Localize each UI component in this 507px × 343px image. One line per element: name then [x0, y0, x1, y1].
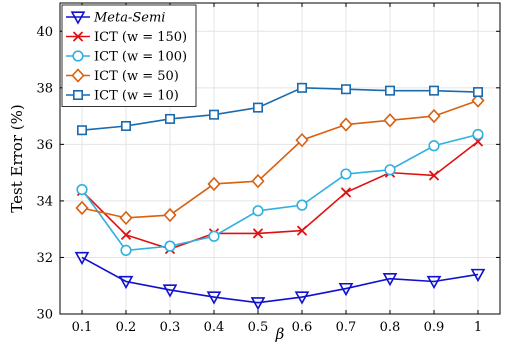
data-point	[209, 109, 220, 120]
data-point	[296, 82, 307, 93]
legend-label: Meta-Semi	[93, 11, 165, 26]
data-point	[77, 125, 88, 136]
data-point	[383, 113, 397, 128]
data-point	[252, 228, 264, 239]
data-point	[428, 85, 439, 96]
data-point	[470, 268, 486, 283]
y-tick-label: 32	[36, 251, 53, 266]
y-tick-label: 34	[36, 194, 53, 209]
legend-marker	[72, 31, 84, 42]
x-tick-label: 0.9	[424, 320, 445, 335]
data-point	[471, 93, 485, 108]
y-tick-label: 30	[36, 308, 53, 323]
series-meta-semi	[74, 251, 486, 311]
data-point	[296, 225, 308, 236]
series-line	[81, 256, 479, 304]
y-axis-label: Test Error (%)	[8, 104, 26, 212]
data-point	[340, 84, 351, 95]
data-point	[208, 230, 220, 242]
marker-stroke	[340, 187, 352, 198]
data-point	[428, 140, 440, 152]
data-point	[472, 128, 484, 141]
legend: Meta-Semi ICT (w = 150) ICT (w = 100) ICT (…	[61, 4, 197, 107]
legend-item: ICT (w = 150)	[66, 30, 187, 45]
data-point	[340, 187, 352, 198]
axis-ticks: 0.1 0.2 0.3 0.4 0.5 0.6 0.7 0.8 0.9 1 30 32 34 36 38 40	[36, 3, 500, 335]
data-point	[120, 244, 132, 256]
data-point	[252, 205, 264, 217]
data-point	[165, 113, 176, 124]
data-point	[163, 207, 177, 223]
legend-item: ICT (w = 100)	[66, 50, 187, 65]
x-tick-label: 0.7	[336, 320, 357, 335]
data-point	[253, 102, 264, 113]
legend-item: ICT (w = 10)	[66, 89, 179, 104]
legend-label: ICT (w = 50)	[94, 69, 179, 84]
data-point	[296, 199, 308, 211]
data-point	[382, 273, 398, 287]
data-point	[338, 282, 354, 297]
marker-stroke	[428, 170, 440, 181]
legend-item: ICT (w = 50)	[66, 68, 179, 84]
legend-item: Meta-Semi	[66, 11, 165, 26]
series-line	[81, 133, 479, 252]
series-ict-w-150	[76, 136, 484, 255]
data-point	[119, 210, 133, 226]
legend-label: ICT (w = 150)	[94, 30, 187, 45]
data-point	[121, 120, 132, 131]
x-tick-label: 0.8	[380, 320, 401, 335]
data-point	[75, 200, 89, 216]
x-axis-label: β	[275, 325, 285, 343]
data-point	[294, 291, 310, 305]
y-tick-label: 36	[36, 138, 53, 153]
legend-marker	[72, 50, 84, 62]
y-tick-label: 40	[36, 25, 53, 40]
data-point	[250, 297, 266, 311]
data-point	[426, 275, 442, 290]
legend-label: ICT (w = 100)	[94, 50, 187, 65]
marker-stroke	[120, 229, 132, 240]
series-line	[81, 87, 479, 132]
data-point	[339, 117, 353, 132]
data-point	[118, 275, 134, 290]
legend-marker	[71, 68, 85, 83]
series-layer	[74, 82, 486, 311]
x-tick-label: 0.2	[116, 320, 137, 335]
x-tick-label: 0.3	[160, 320, 181, 335]
x-tick-label: 0.4	[204, 320, 225, 335]
x-tick-label: 0.1	[72, 320, 93, 335]
data-point	[207, 176, 221, 192]
legend-label: ICT (w = 10)	[94, 89, 179, 104]
data-point	[340, 168, 352, 180]
series-ict-w-10	[77, 82, 483, 136]
data-point	[472, 87, 483, 98]
series-ict-w-50	[75, 93, 485, 226]
plot-frame	[59, 2, 501, 315]
series-line	[81, 140, 479, 250]
x-tick-label: 0.5	[248, 320, 269, 335]
x-tick-label: 1	[474, 320, 482, 335]
data-point	[295, 132, 309, 148]
legend-marker	[73, 90, 84, 101]
data-point	[384, 85, 395, 96]
data-point	[120, 229, 132, 240]
marker-stroke	[252, 228, 264, 239]
series-ict-w-100	[76, 128, 484, 256]
marker-stroke	[296, 225, 308, 236]
legend-marker	[70, 11, 86, 25]
series-line	[81, 99, 479, 219]
data-point	[428, 170, 440, 181]
data-point	[251, 173, 265, 189]
data-point	[162, 284, 178, 298]
data-point	[74, 251, 90, 266]
y-tick-label: 38	[36, 81, 53, 96]
data-point	[384, 164, 396, 176]
data-point	[164, 240, 176, 252]
x-tick-label: 0.6	[292, 320, 313, 335]
data-point	[206, 291, 222, 305]
marker-stroke	[72, 31, 84, 42]
data-point	[427, 108, 441, 124]
data-point	[76, 184, 88, 196]
